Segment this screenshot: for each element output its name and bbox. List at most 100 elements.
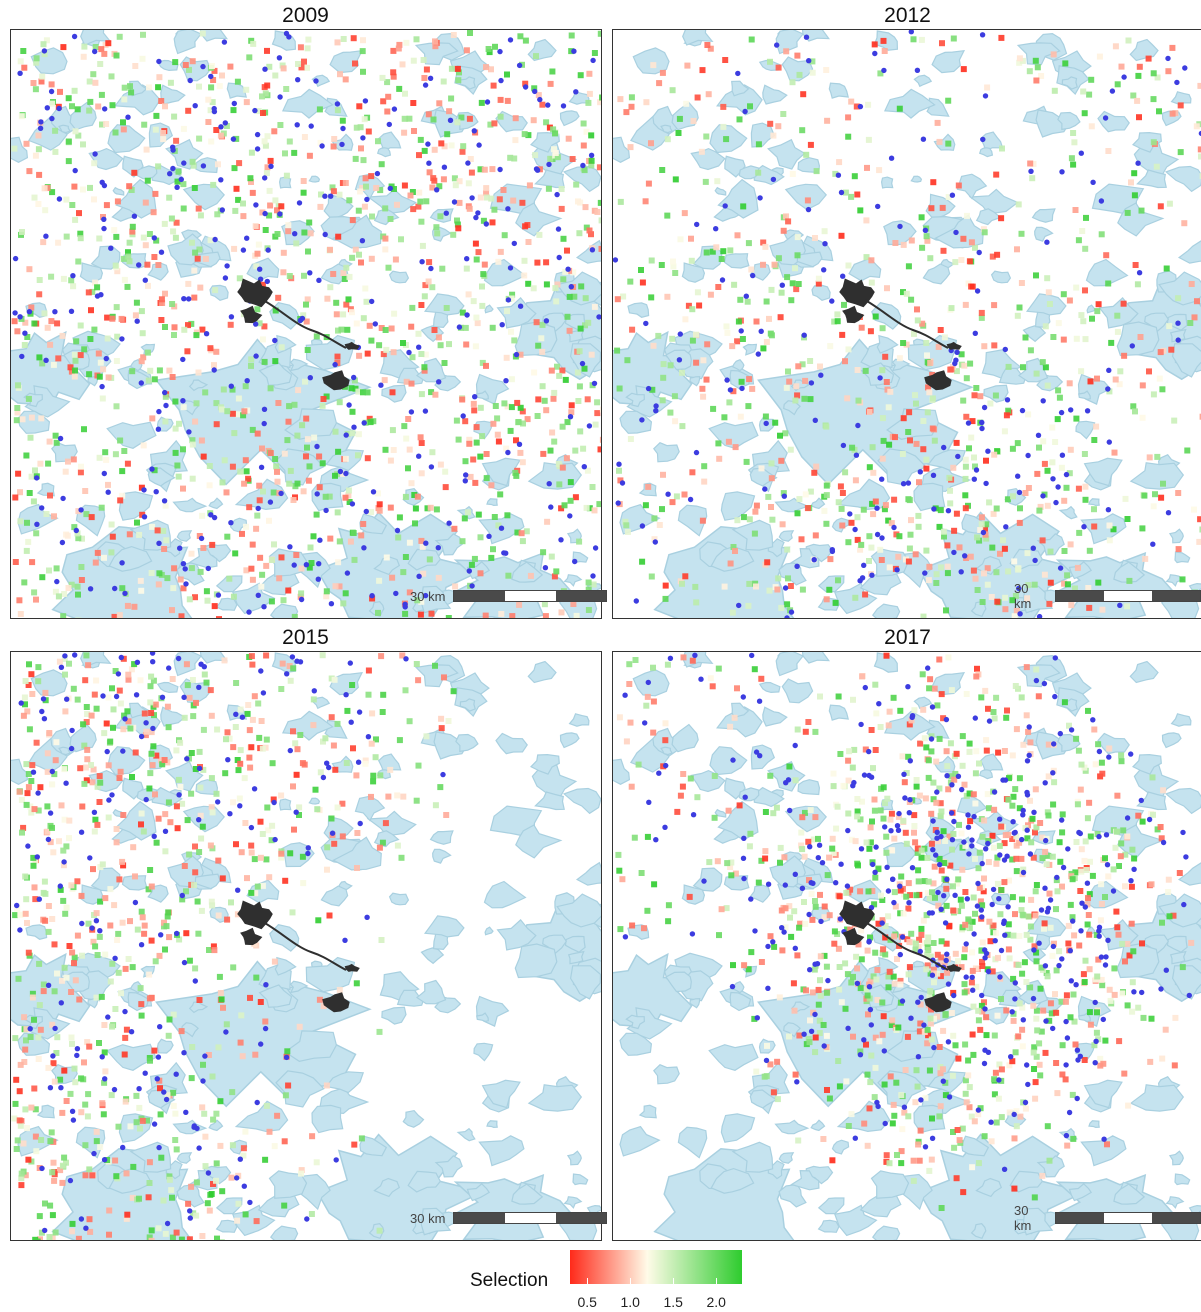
lake [710, 1167, 755, 1194]
selection-cell [55, 239, 62, 246]
selection-cell [152, 190, 159, 197]
selection-cell [402, 493, 409, 500]
selection-cell [1091, 523, 1098, 530]
map-canvas-2015 [11, 652, 601, 1240]
selection-cell [300, 880, 307, 887]
selection-cell [586, 505, 593, 512]
location-point [1175, 337, 1181, 343]
selection-cell [996, 1061, 1003, 1068]
lake [325, 1071, 365, 1094]
selection-cell [214, 1235, 220, 1240]
selection-cell [235, 767, 242, 774]
selection-cell [931, 437, 938, 444]
lake [1080, 513, 1127, 545]
selection-cell [745, 403, 752, 410]
lake [625, 392, 645, 408]
selection-cell [47, 1202, 54, 1209]
selection-cell [107, 922, 114, 929]
map-panel-2015[interactable] [10, 651, 602, 1241]
selection-cell [784, 601, 791, 608]
selection-cell [125, 671, 132, 678]
selection-cell [350, 35, 357, 42]
selection-cell [85, 662, 92, 669]
selection-cell [224, 533, 231, 540]
selection-cell [221, 657, 228, 664]
selection-cell [38, 1137, 45, 1143]
location-point [364, 914, 370, 920]
selection-cell [962, 463, 969, 470]
selection-cell [243, 468, 250, 475]
selection-cell [132, 873, 138, 880]
selection-cell [30, 854, 37, 861]
selection-cell [480, 271, 487, 278]
location-point [633, 598, 639, 604]
selection-cell [257, 818, 264, 825]
selection-cell [751, 530, 758, 537]
selection-cell [383, 554, 390, 561]
selection-cell [84, 1039, 91, 1046]
selection-cell [276, 575, 283, 582]
location-point [99, 383, 105, 390]
selection-cell [498, 611, 505, 617]
selection-cell [857, 207, 864, 214]
selection-cell [273, 463, 280, 470]
map-panel-2009[interactable] [10, 29, 602, 619]
selection-cell [242, 383, 249, 390]
selection-cell [377, 187, 384, 194]
selection-cell [767, 933, 774, 940]
selection-cell [328, 714, 335, 721]
selection-cell [216, 616, 222, 618]
location-point [177, 545, 183, 551]
selection-cell [85, 920, 92, 927]
selection-cell [87, 1228, 94, 1235]
selection-cell [945, 786, 952, 793]
selection-cell [169, 301, 176, 307]
selection-cell [807, 141, 814, 148]
selection-cell [12, 559, 19, 565]
selection-cell [921, 878, 928, 885]
location-point [100, 693, 106, 699]
selection-cell [147, 867, 154, 873]
selection-cell [124, 602, 131, 609]
selection-cell [20, 1140, 27, 1147]
selection-cell [155, 815, 162, 822]
lake [810, 497, 826, 510]
selection-cell [748, 266, 755, 273]
selection-cell [36, 291, 43, 298]
selection-cell [696, 302, 703, 309]
selection-cell [219, 875, 226, 882]
selection-cell [558, 505, 565, 512]
location-point [181, 1050, 187, 1056]
selection-cell [185, 107, 192, 114]
location-point [922, 227, 929, 233]
selection-cell [237, 468, 244, 475]
selection-cell [93, 677, 100, 684]
selection-cell [984, 84, 991, 91]
map-panel-2012[interactable] [612, 29, 1201, 619]
selection-cell [297, 732, 304, 738]
selection-cell [463, 341, 470, 348]
selection-cell [1033, 77, 1040, 84]
selection-cell [906, 939, 913, 945]
selection-cell [105, 374, 112, 381]
selection-cell [162, 502, 169, 509]
selection-cell [488, 554, 495, 561]
selection-cell [963, 1099, 970, 1106]
selection-cell [703, 376, 710, 383]
selection-cell [328, 815, 335, 822]
location-point [200, 63, 206, 70]
map-panel-2017[interactable] [612, 651, 1201, 1241]
selection-cell [1198, 153, 1201, 160]
selection-cell [389, 427, 396, 434]
selection-cell [842, 189, 849, 196]
location-point [713, 226, 719, 232]
selection-cell [817, 992, 824, 999]
selection-cell [99, 121, 105, 128]
selection-cell [40, 981, 47, 988]
selection-cell [86, 1166, 93, 1173]
lake [269, 1225, 299, 1240]
selection-cell [928, 840, 935, 847]
selection-cell [21, 1014, 28, 1021]
selection-cell [908, 296, 915, 303]
selection-cell [749, 385, 756, 392]
